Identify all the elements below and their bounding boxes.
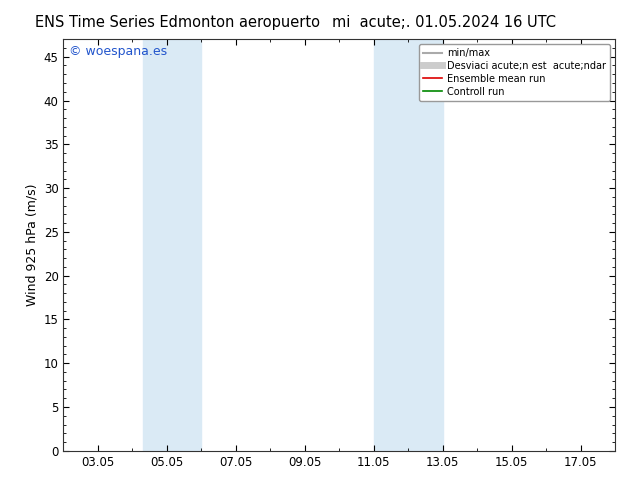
Bar — [143, 39, 201, 451]
Text: ENS Time Series Edmonton aeropuerto: ENS Time Series Edmonton aeropuerto — [35, 15, 320, 30]
Text: mi  acute;. 01.05.2024 16 UTC: mi acute;. 01.05.2024 16 UTC — [332, 15, 556, 30]
Bar — [373, 39, 443, 451]
Y-axis label: Wind 925 hPa (m/s): Wind 925 hPa (m/s) — [25, 184, 38, 306]
Legend: min/max, Desviaci acute;n est  acute;ndar, Ensemble mean run, Controll run: min/max, Desviaci acute;n est acute;ndar… — [419, 44, 610, 100]
Text: © woespana.es: © woespana.es — [69, 46, 167, 58]
